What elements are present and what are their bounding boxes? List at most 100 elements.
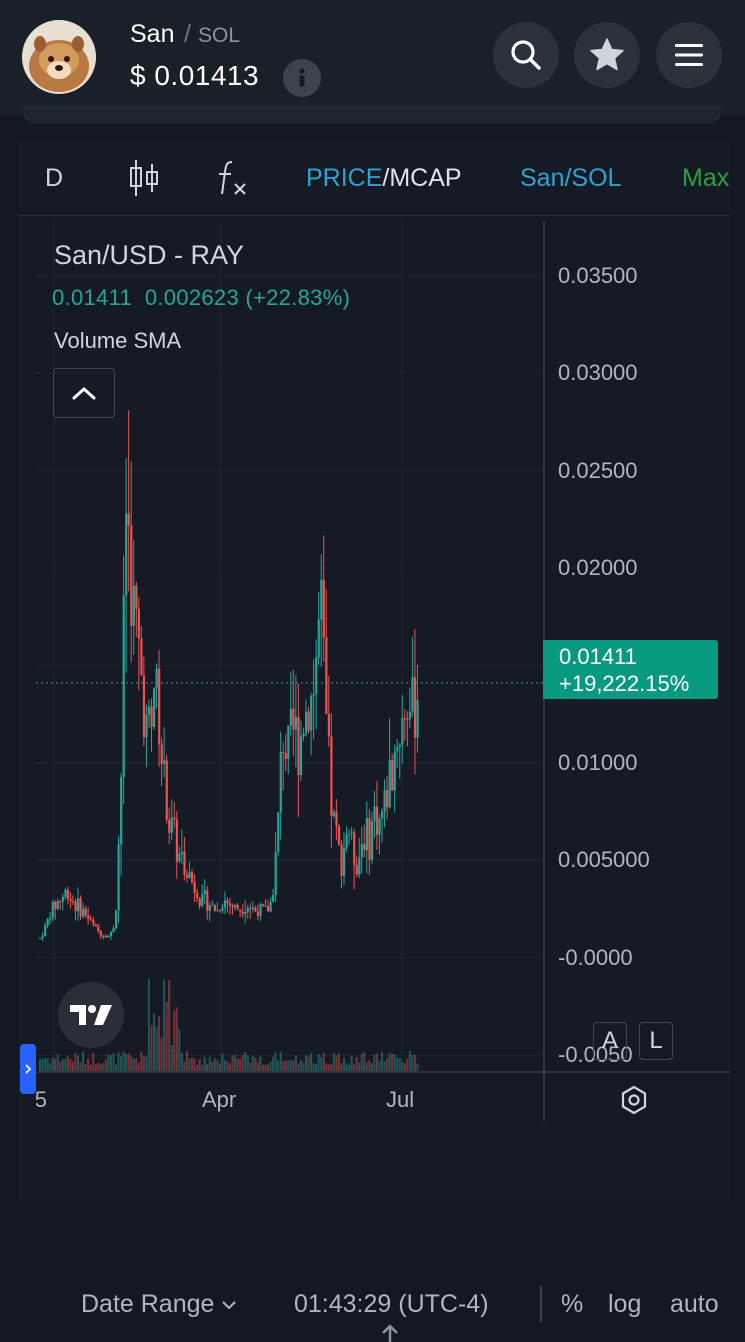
star-icon — [590, 38, 624, 71]
search-button[interactable] — [493, 22, 559, 88]
candle-body — [234, 904, 237, 908]
volume-bar — [99, 1064, 102, 1071]
volume-bar — [46, 1058, 49, 1071]
volume-bar — [130, 1055, 133, 1071]
candle-body — [229, 903, 232, 906]
candle-body — [99, 931, 102, 937]
arrow-up-icon[interactable] — [380, 1324, 400, 1342]
chart-settings-icon[interactable] — [618, 1084, 650, 1116]
volume-bar — [229, 1063, 231, 1071]
search-icon — [511, 40, 541, 70]
time-axis-divider — [18, 1071, 730, 1073]
candle-body — [158, 668, 161, 745]
volume-bar — [125, 1053, 128, 1071]
price-label: PRICE — [306, 164, 383, 192]
volume-bar — [416, 1063, 419, 1071]
candle-body — [353, 832, 356, 866]
log-button[interactable]: log — [608, 1290, 642, 1318]
volume-bar — [256, 1061, 259, 1071]
volume-bar — [408, 1051, 411, 1071]
max-button[interactable]: Max — [682, 164, 730, 192]
candle-body — [388, 760, 391, 808]
volume-bar — [208, 1056, 211, 1071]
candle-body — [125, 513, 128, 596]
candle-body — [360, 844, 363, 858]
volume-bar — [332, 1053, 335, 1071]
chevron-down-icon — [222, 1301, 237, 1310]
candle-body — [79, 898, 82, 917]
volume-bar — [206, 1064, 209, 1071]
time-zone-button[interactable]: 01:43:29 (UTC-4) — [294, 1290, 489, 1318]
volume-bar — [297, 1063, 300, 1071]
price-axis-tick-label: -0.0000 — [558, 944, 633, 970]
volume-bar — [92, 1052, 95, 1071]
volume-bar — [289, 1060, 292, 1071]
left-panel-handle[interactable] — [20, 1044, 36, 1094]
volume-bar — [150, 1025, 153, 1071]
volume-bar — [201, 1064, 204, 1071]
candle-body — [330, 736, 333, 816]
chevron-up-icon — [72, 387, 96, 400]
volume-bar — [358, 1062, 361, 1071]
volume-bar — [178, 1029, 181, 1071]
volume-bar — [170, 1044, 173, 1071]
candle-body — [393, 751, 396, 791]
volume-bar — [132, 1058, 135, 1071]
volume-bar — [403, 1063, 406, 1071]
price-mcap-toggle[interactable]: PRICE/MCAP — [306, 164, 462, 193]
price-chart-plot[interactable] — [36, 221, 544, 1071]
time-axis[interactable]: 2025 Apr Jul — [36, 1073, 544, 1133]
candle-body — [350, 832, 353, 834]
percent-scale-button[interactable]: % — [561, 1290, 584, 1318]
volume-bar — [77, 1056, 79, 1071]
candle-body — [343, 847, 346, 876]
candle-body — [320, 579, 323, 620]
volume-bar — [355, 1056, 358, 1071]
candle-body — [289, 708, 292, 726]
candle-body — [317, 619, 320, 658]
candle-body — [175, 819, 178, 862]
candles-icon[interactable] — [128, 158, 160, 198]
volume-bar — [305, 1055, 307, 1071]
favorite-button[interactable] — [574, 22, 640, 88]
candle-body — [102, 935, 105, 937]
price-axis-tick-label: 0.03000 — [558, 360, 638, 386]
candle-body — [297, 717, 300, 776]
candle-body — [117, 844, 120, 911]
menu-button[interactable] — [656, 22, 722, 88]
volume-bar — [188, 1058, 191, 1071]
log-scale-button[interactable]: L — [639, 1022, 673, 1060]
candle-body — [254, 907, 257, 912]
pair-button[interactable]: San/SOL — [520, 164, 622, 192]
auto-button[interactable]: auto — [670, 1290, 719, 1318]
candle-body — [132, 585, 135, 626]
auto-scale-button[interactable]: A — [593, 1022, 627, 1060]
tradingview-logo[interactable] — [58, 982, 124, 1048]
candle-body — [391, 760, 394, 791]
volume-bar — [411, 1055, 414, 1071]
volume-bar — [71, 1061, 74, 1071]
volume-bar — [274, 1052, 277, 1071]
volume-bar — [310, 1053, 313, 1071]
interval-button[interactable]: D — [45, 164, 64, 192]
candle-body — [259, 904, 262, 917]
volume-bar — [325, 1063, 328, 1071]
date-range-button[interactable]: Date Range — [81, 1290, 237, 1319]
volume-bar — [39, 1058, 41, 1071]
info-button[interactable] — [283, 59, 321, 97]
collapse-legend-button[interactable] — [53, 368, 115, 418]
candle-body — [292, 708, 295, 730]
volume-bar — [89, 1064, 92, 1071]
volume-bar — [231, 1055, 234, 1071]
volume-bar — [127, 1053, 130, 1071]
candle-body — [163, 760, 166, 764]
candle-body — [256, 911, 260, 917]
volume-bar — [264, 1064, 267, 1071]
candle-body — [74, 901, 77, 912]
fx-icon[interactable] — [216, 158, 250, 198]
candle-body — [408, 711, 412, 720]
candle-body — [221, 907, 224, 911]
candle-body — [77, 898, 80, 912]
candle-body — [51, 901, 54, 918]
price-axis-tick-label: 0.01000 — [558, 749, 638, 775]
